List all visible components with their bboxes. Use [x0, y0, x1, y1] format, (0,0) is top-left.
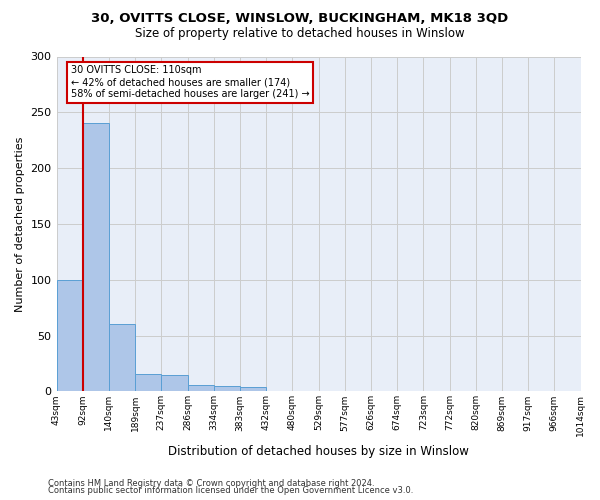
Y-axis label: Number of detached properties: Number of detached properties: [15, 136, 25, 312]
Bar: [135, 374, 161, 392]
Bar: [214, 386, 240, 392]
Bar: [240, 387, 266, 392]
Bar: [83, 124, 109, 392]
Text: Contains public sector information licensed under the Open Government Licence v3: Contains public sector information licen…: [48, 486, 413, 495]
Bar: [56, 280, 83, 392]
Bar: [161, 374, 188, 392]
Text: Size of property relative to detached houses in Winslow: Size of property relative to detached ho…: [135, 28, 465, 40]
Text: Contains HM Land Registry data © Crown copyright and database right 2024.: Contains HM Land Registry data © Crown c…: [48, 478, 374, 488]
Text: 30, OVITTS CLOSE, WINSLOW, BUCKINGHAM, MK18 3QD: 30, OVITTS CLOSE, WINSLOW, BUCKINGHAM, M…: [91, 12, 509, 26]
X-axis label: Distribution of detached houses by size in Winslow: Distribution of detached houses by size …: [168, 444, 469, 458]
Text: 30 OVITTS CLOSE: 110sqm
← 42% of detached houses are smaller (174)
58% of semi-d: 30 OVITTS CLOSE: 110sqm ← 42% of detache…: [71, 66, 310, 98]
Bar: [188, 384, 214, 392]
Bar: [109, 324, 135, 392]
